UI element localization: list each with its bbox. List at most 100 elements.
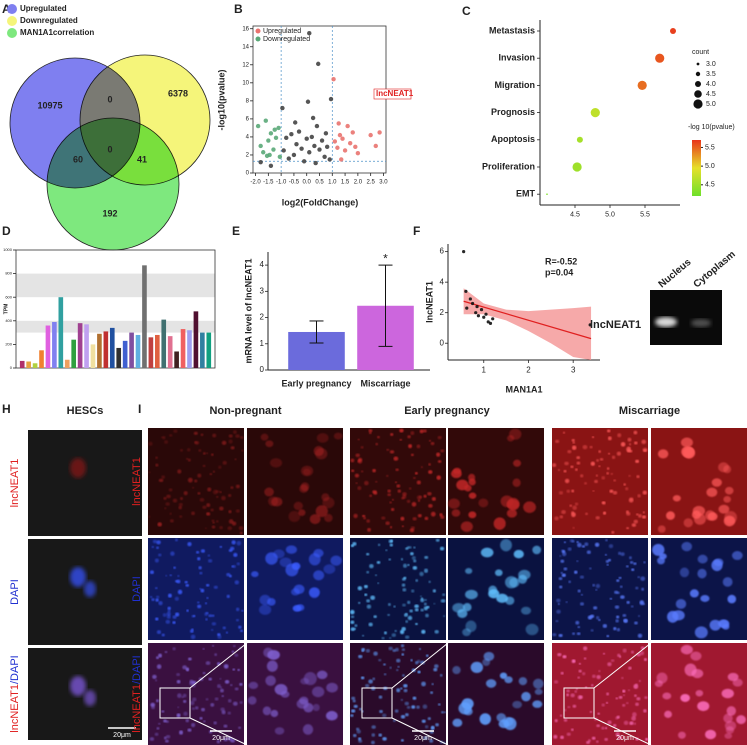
cell xyxy=(633,519,639,524)
cell xyxy=(177,589,183,595)
cell xyxy=(217,684,221,689)
cell xyxy=(583,646,588,651)
legend-title: -log 10(pvalue) xyxy=(688,124,735,131)
annotation-box xyxy=(373,88,412,100)
cell xyxy=(433,602,436,605)
cell xyxy=(627,689,631,692)
cell xyxy=(164,507,167,510)
cell xyxy=(407,435,411,439)
cell xyxy=(299,696,309,705)
cell xyxy=(520,606,532,615)
cell xyxy=(152,539,157,544)
cell xyxy=(596,675,601,680)
cell xyxy=(607,662,612,667)
cell xyxy=(566,489,571,493)
cell xyxy=(155,456,158,459)
cell xyxy=(606,692,610,696)
cell xyxy=(618,551,622,555)
point xyxy=(355,150,361,156)
x-tick-label: 1.5 xyxy=(341,179,350,185)
cell xyxy=(388,539,393,544)
bar xyxy=(148,337,154,368)
cell xyxy=(385,521,390,526)
cell xyxy=(187,728,192,732)
cell xyxy=(635,702,639,707)
cell xyxy=(400,516,405,521)
cell xyxy=(208,677,212,681)
bar xyxy=(32,363,38,368)
cell xyxy=(330,555,342,566)
cell xyxy=(631,568,635,572)
cell xyxy=(165,502,170,506)
cell xyxy=(478,498,489,508)
point xyxy=(464,289,468,293)
cell xyxy=(357,438,360,441)
cell xyxy=(219,526,223,530)
point xyxy=(476,314,480,318)
cell xyxy=(221,495,226,501)
y-tick-label: 400 xyxy=(5,318,12,323)
cell xyxy=(212,521,215,524)
cell xyxy=(196,550,200,554)
cell xyxy=(604,737,608,741)
cell xyxy=(402,563,408,568)
cell xyxy=(187,477,193,483)
venn-count: 192 xyxy=(102,208,117,218)
cell xyxy=(222,626,226,630)
cell xyxy=(595,583,601,589)
cell xyxy=(177,693,182,699)
cell xyxy=(210,628,214,631)
cell xyxy=(637,576,641,579)
cell xyxy=(356,729,361,734)
cell xyxy=(179,497,184,501)
cell xyxy=(604,727,608,730)
x-tick-label: -1.0 xyxy=(276,179,287,185)
cell xyxy=(197,492,201,495)
cell xyxy=(231,650,235,653)
cell xyxy=(377,582,380,584)
panel-label: A xyxy=(2,2,11,16)
cell xyxy=(591,736,596,740)
cell xyxy=(413,546,416,549)
point xyxy=(368,132,373,138)
cell xyxy=(641,587,645,591)
point xyxy=(312,143,317,149)
cell xyxy=(636,513,639,516)
cell xyxy=(172,498,178,503)
category-label: Migration xyxy=(495,80,536,90)
cell xyxy=(270,709,279,718)
cell xyxy=(576,542,582,548)
cell xyxy=(555,619,559,623)
cell xyxy=(157,522,162,527)
cell xyxy=(84,690,96,706)
cell xyxy=(621,676,624,680)
micrograph xyxy=(552,643,648,745)
panel-title: HESCs xyxy=(67,405,104,417)
cell xyxy=(417,499,421,502)
cell xyxy=(452,602,466,613)
y-tick-label: 2 xyxy=(246,153,250,159)
cell xyxy=(598,450,602,453)
cell xyxy=(436,452,441,457)
cell xyxy=(397,489,402,493)
cell xyxy=(585,512,588,516)
cell xyxy=(265,440,274,448)
cell xyxy=(583,657,587,660)
cell xyxy=(368,622,373,627)
cell xyxy=(194,479,198,483)
point xyxy=(377,130,382,135)
cell xyxy=(608,544,614,549)
point xyxy=(465,306,469,310)
cell xyxy=(697,701,710,712)
column-title: Early pregnancy xyxy=(404,405,490,417)
cell xyxy=(572,526,575,529)
cell xyxy=(236,540,242,546)
scale-label: 20μm xyxy=(616,735,634,742)
cell xyxy=(480,547,494,558)
cell xyxy=(506,497,520,511)
cell xyxy=(156,546,159,550)
cell xyxy=(215,520,219,523)
cell xyxy=(187,458,191,462)
cell xyxy=(202,672,206,675)
cell xyxy=(633,430,638,435)
